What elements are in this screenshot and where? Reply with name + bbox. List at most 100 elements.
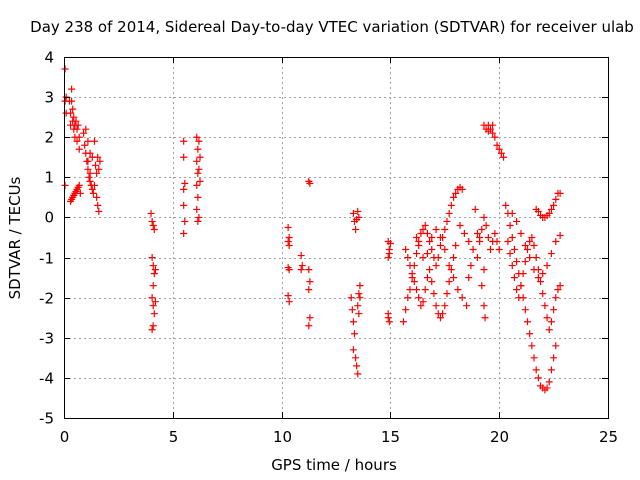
- data-point: [75, 181, 83, 189]
- data-point: [552, 238, 560, 246]
- data-point: [526, 254, 534, 262]
- data-point: [84, 165, 92, 173]
- data-point: [84, 137, 92, 145]
- data-point: [452, 189, 460, 197]
- data-point: [306, 314, 314, 322]
- data-point: [385, 250, 393, 258]
- data-point: [543, 384, 551, 392]
- x-tick-label: 5: [169, 428, 179, 446]
- data-point: [450, 274, 458, 282]
- data-point: [149, 221, 157, 229]
- data-point: [436, 242, 444, 250]
- x-tick-label: 10: [273, 428, 292, 446]
- data-point: [539, 270, 547, 278]
- data-point: [89, 189, 97, 197]
- data-point: [93, 193, 101, 201]
- y-axis-title: SDTVAR / TECUs: [6, 176, 24, 299]
- data-point: [284, 292, 292, 300]
- data-point: [489, 121, 497, 129]
- data-point: [545, 326, 553, 334]
- data-point: [447, 201, 455, 209]
- data-point: [537, 278, 545, 286]
- data-point: [148, 326, 156, 334]
- data-point: [497, 149, 505, 157]
- data-points: [61, 65, 564, 394]
- data-point: [305, 286, 313, 294]
- data-point: [354, 370, 362, 378]
- data-point: [476, 234, 484, 241]
- data-point: [530, 354, 538, 362]
- x-tick-label: 0: [60, 428, 70, 446]
- data-point: [428, 278, 436, 286]
- data-point: [413, 250, 421, 258]
- data-point: [523, 246, 531, 254]
- data-point: [556, 189, 564, 197]
- data-point: [545, 378, 553, 386]
- data-point: [532, 366, 540, 374]
- data-point: [196, 153, 204, 161]
- data-point: [419, 254, 427, 262]
- x-tick-label: 20: [490, 428, 509, 446]
- data-point: [484, 234, 492, 241]
- data-point: [445, 209, 453, 217]
- x-tick-label: 15: [381, 428, 400, 446]
- data-point: [482, 221, 490, 229]
- data-point: [285, 242, 293, 250]
- data-point: [94, 201, 102, 209]
- data-point: [541, 302, 549, 310]
- data-point: [181, 217, 189, 225]
- data-point: [88, 185, 96, 193]
- data-point: [150, 225, 158, 233]
- data-point: [463, 302, 471, 310]
- data-point: [528, 234, 536, 241]
- data-point: [384, 254, 392, 262]
- data-point: [521, 306, 529, 314]
- data-point: [76, 189, 84, 197]
- data-point: [500, 153, 508, 161]
- data-point: [508, 209, 516, 217]
- chart-title: Day 238 of 2014, Sidereal Day-to-day VTE…: [30, 18, 634, 36]
- data-point: [508, 234, 516, 241]
- data-point: [434, 254, 442, 262]
- data-point: [181, 179, 189, 187]
- data-point: [473, 254, 481, 262]
- data-point: [523, 318, 531, 326]
- data-point: [556, 282, 564, 290]
- data-point: [521, 242, 529, 250]
- data-point: [469, 246, 477, 254]
- data-point: [196, 177, 204, 185]
- data-point: [506, 221, 514, 229]
- data-point: [180, 229, 188, 237]
- data-point: [67, 109, 75, 117]
- data-point: [413, 286, 421, 294]
- axis-ticks: 0 5 10 15 20 25 -5 -4 -3 -2 -1 0 1 2 3 4: [39, 49, 618, 447]
- data-point: [513, 217, 521, 225]
- data-point: [355, 290, 363, 298]
- data-point: [193, 133, 201, 141]
- data-point: [90, 137, 98, 145]
- data-point: [460, 229, 468, 237]
- data-point: [305, 322, 313, 330]
- data-point: [467, 262, 475, 270]
- data-point: [495, 246, 503, 254]
- x-axis-title: GPS time / hours: [271, 456, 397, 474]
- data-point: [85, 173, 93, 181]
- data-point: [510, 246, 518, 254]
- data-point: [534, 374, 542, 382]
- data-point: [430, 290, 438, 298]
- data-point: [458, 185, 466, 193]
- data-point: [480, 213, 488, 221]
- data-point: [473, 229, 481, 237]
- data-point: [406, 262, 414, 270]
- data-point: [441, 225, 449, 233]
- data-point: [543, 314, 551, 322]
- data-point: [439, 310, 447, 318]
- data-point: [550, 354, 558, 362]
- data-point: [195, 165, 203, 173]
- data-point: [550, 306, 558, 314]
- data-point: [355, 213, 363, 221]
- data-point: [543, 262, 551, 270]
- y-tick-label: -4: [39, 370, 54, 388]
- data-point: [495, 145, 503, 153]
- data-point: [481, 314, 489, 322]
